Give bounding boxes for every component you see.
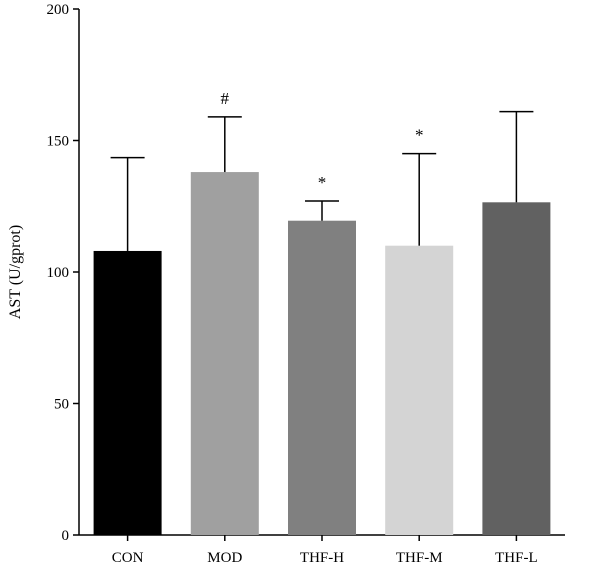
x-tick-label: THF-M — [396, 550, 443, 566]
bars — [93, 172, 551, 535]
bar-thf-h — [288, 220, 356, 535]
x-tick-label: MOD — [207, 550, 242, 566]
x-tick-label: THF-H — [300, 550, 344, 566]
bar-con — [93, 250, 162, 535]
x-axis: CON MOD THF-H THF-M THF-L — [79, 534, 565, 566]
error-bars — [110, 110, 534, 251]
y-tick-label: 150 — [47, 134, 70, 150]
significance-mark-mod: # — [221, 89, 230, 108]
y-axis: 0 50 100 150 200 AST (U/gprot) — [7, 2, 80, 544]
bar-thf-l — [482, 202, 551, 535]
x-tick-label: THF-L — [495, 550, 538, 566]
x-tick-label: CON — [112, 550, 144, 566]
significance-mark-thf-h: * — [318, 173, 327, 192]
significance-annotations: # * * — [221, 89, 424, 192]
y-tick-label: 0 — [62, 528, 70, 544]
x-ticks: CON MOD THF-H THF-M THF-L — [112, 535, 538, 566]
significance-mark-thf-m: * — [415, 126, 424, 145]
y-tick-label: 50 — [54, 397, 69, 413]
y-axis-title: AST (U/gprot) — [7, 225, 24, 319]
y-ticks: 0 50 100 150 200 — [47, 2, 79, 544]
bar-mod — [190, 172, 259, 535]
bar-thf-m — [385, 245, 454, 535]
y-tick-label: 200 — [47, 2, 70, 18]
y-tick-label: 100 — [47, 265, 70, 281]
